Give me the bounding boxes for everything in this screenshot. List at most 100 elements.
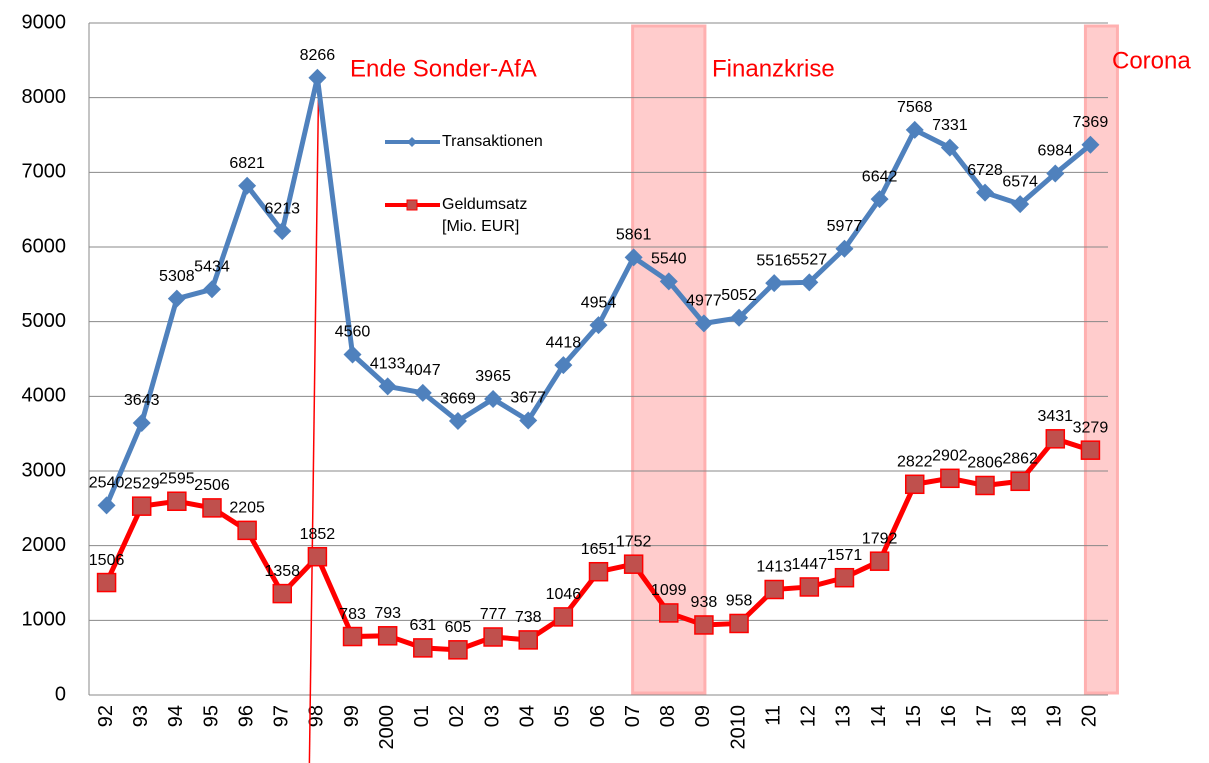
marker: [448, 412, 467, 431]
x-tick-label: 99: [341, 705, 363, 727]
data-label: 2595: [159, 470, 195, 487]
data-label: 3669: [440, 390, 476, 407]
data-label: 1506: [89, 552, 125, 569]
data-label: 2862: [1002, 451, 1038, 468]
y-tick-label: 7000: [22, 161, 67, 183]
x-tick-label: 13: [833, 705, 855, 727]
marker: [904, 474, 925, 495]
marker: [413, 383, 432, 402]
marker: [1045, 429, 1066, 449]
x-tick-group: 2000: [376, 705, 398, 750]
data-label: 5861: [616, 227, 652, 244]
x-tick-label: 05: [552, 705, 574, 727]
data-label: 5308: [159, 268, 195, 285]
data-label: 958: [726, 593, 753, 610]
legend-label: Geldumsatz [Mio. EUR]: [442, 196, 528, 235]
x-tick-group: 16: [938, 705, 960, 727]
y-tick-label: 8000: [22, 86, 67, 108]
marker: [272, 583, 293, 604]
x-tick-label: 11: [762, 705, 784, 726]
y-tick-label: 4000: [22, 385, 67, 407]
marker: [97, 496, 116, 515]
data-label: 3279: [1073, 419, 1109, 436]
y-tick-label: 9000: [22, 11, 67, 33]
marker: [694, 615, 714, 635]
data-label: 5052: [721, 287, 757, 304]
x-tick-group: 97: [271, 705, 293, 727]
marker: [730, 308, 749, 327]
data-label: 2540: [89, 475, 125, 492]
data-label: 7568: [897, 99, 933, 116]
data-label: 2822: [897, 454, 933, 471]
x-tick-label: 95: [200, 705, 222, 727]
x-tick-group: 18: [1008, 705, 1030, 727]
marker: [765, 274, 784, 293]
x-tick-label: 96: [235, 705, 257, 727]
x-tick-group: 17: [973, 705, 995, 727]
marker: [238, 176, 257, 195]
data-label: 4560: [335, 324, 371, 341]
marker: [905, 120, 924, 139]
data-label: 4954: [581, 294, 617, 311]
marker: [834, 567, 855, 588]
x-tick-label: 94: [165, 705, 187, 727]
marker: [413, 638, 433, 658]
marker: [764, 579, 784, 600]
marker: [378, 377, 397, 396]
data-label: 7331: [932, 117, 968, 134]
data-label: 4977: [686, 293, 722, 310]
y-tick-label: 2000: [22, 534, 67, 556]
marker: [1046, 164, 1065, 183]
x-tick-group: 04: [517, 705, 539, 727]
x-tick-group: 94: [165, 705, 187, 727]
marker: [237, 520, 257, 541]
x-tick-group: 98: [306, 705, 328, 727]
marker: [377, 626, 398, 646]
annotation: Ende Sonder-AfA: [350, 55, 537, 82]
x-tick-group: 95: [200, 705, 222, 727]
data-label: 5527: [792, 252, 828, 269]
data-label: 6213: [264, 200, 300, 217]
x-tick-label: 17: [973, 705, 995, 727]
marker: [483, 627, 503, 647]
data-label: 783: [339, 606, 366, 623]
x-tick-group: 07: [622, 705, 644, 727]
data-label: 2205: [229, 500, 265, 517]
data-label: 3431: [1037, 408, 1073, 425]
x-tick-group: 13: [833, 705, 855, 727]
marker: [659, 272, 678, 291]
data-label: 1099: [651, 582, 687, 599]
marker: [202, 280, 221, 299]
annotation: Corona: [1112, 47, 1191, 74]
event-line: [308, 99, 320, 763]
x-tick-group: 99: [341, 705, 363, 727]
marker: [869, 551, 890, 571]
data-label: 3677: [510, 390, 546, 407]
x-tick-group: 03: [481, 705, 503, 727]
marker: [1010, 471, 1030, 492]
marker: [976, 183, 995, 202]
x-tick-label: 93: [130, 705, 152, 727]
series-line: [104, 77, 1093, 507]
marker: [588, 561, 609, 582]
data-label: 1852: [300, 526, 336, 543]
data-label: 6574: [1002, 173, 1038, 190]
marker: [307, 546, 328, 567]
data-label: 5516: [756, 252, 792, 269]
marker: [554, 356, 573, 375]
marker: [975, 475, 995, 496]
data-label: 2902: [932, 448, 968, 465]
data-label: 4133: [370, 356, 406, 373]
marker: [589, 316, 608, 335]
data-label: 6728: [967, 162, 1003, 179]
x-tick-label: 03: [481, 705, 503, 727]
marker: [1081, 135, 1100, 154]
data-label: 2806: [967, 455, 1003, 472]
data-label: 6984: [1037, 143, 1073, 160]
marker: [484, 389, 503, 408]
x-tick-label: 08: [657, 705, 679, 727]
data-label: 605: [445, 619, 472, 636]
annotation: Finanzkrise: [712, 55, 835, 82]
marker: [940, 138, 959, 157]
x-tick-group: 92: [95, 705, 117, 727]
